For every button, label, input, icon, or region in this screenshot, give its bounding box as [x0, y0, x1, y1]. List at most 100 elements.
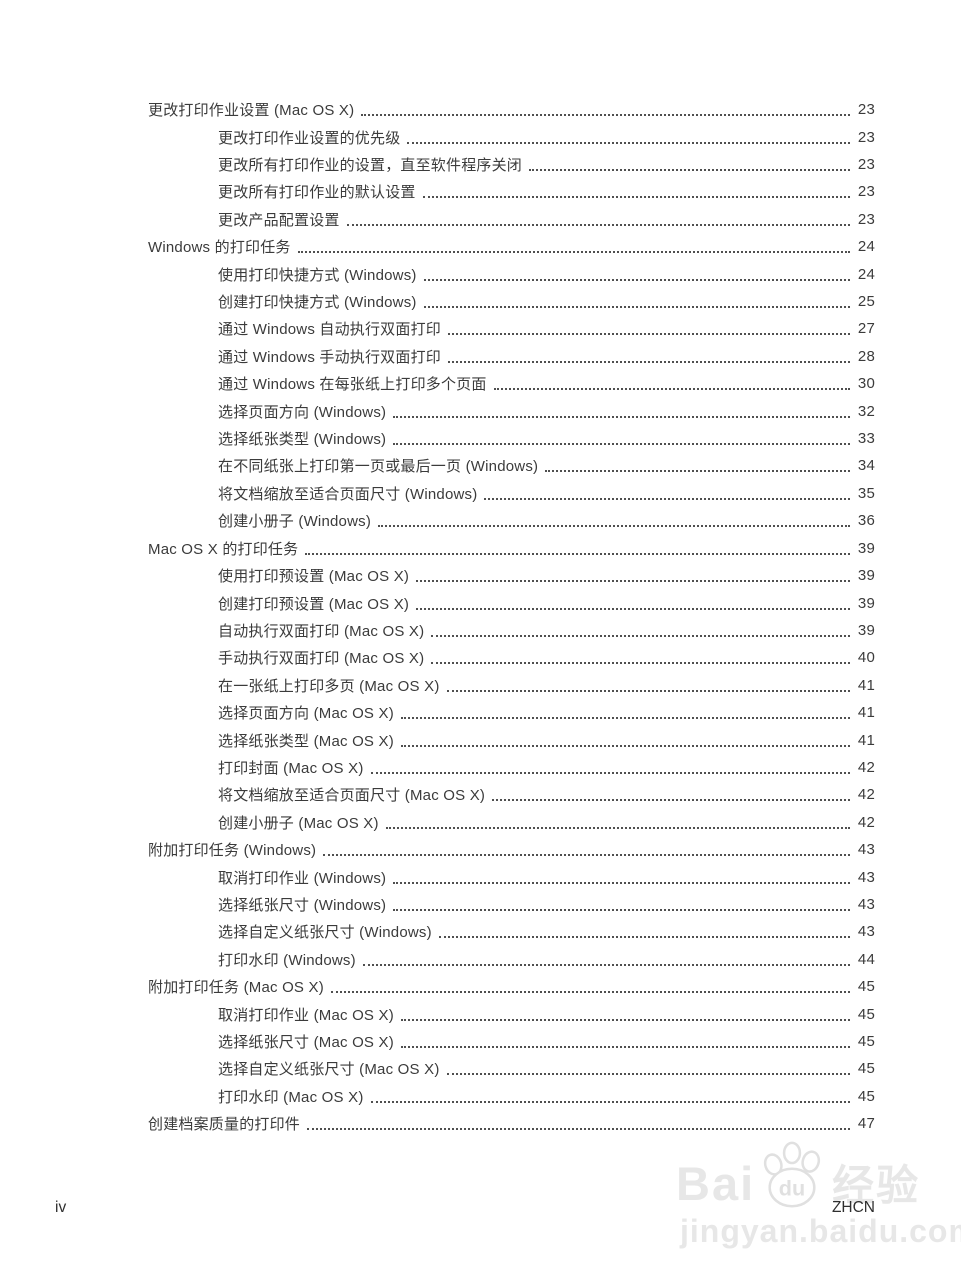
toc-leader-dots	[393, 432, 850, 446]
toc-leader-dots	[323, 843, 850, 857]
toc-leader-dots	[446, 1062, 850, 1076]
toc-entry: 在不同纸张上打印第一页或最后一页 (Windows) 34	[148, 452, 875, 479]
toc-leader-dots	[423, 268, 850, 281]
paw-icon: du	[764, 1141, 821, 1208]
toc-leader-dots	[362, 953, 850, 966]
toc-entry-page: 32	[857, 402, 875, 420]
toc-entry-page: 45	[857, 1087, 875, 1105]
toc-entry: 创建打印预设置 (Mac OS X) 39	[148, 589, 875, 616]
toc-leader-dots	[400, 1008, 850, 1021]
toc-leader-dots	[307, 1117, 850, 1131]
toc-entry-page: 23	[857, 101, 875, 119]
toc-entry: 选择页面方向 (Mac OS X) 41	[148, 699, 875, 726]
toc-entry-title: 附加打印任务 (Windows)	[148, 842, 317, 860]
toc-entry-title: 将文档缩放至适合页面尺寸 (Mac OS X)	[218, 787, 486, 805]
toc-leader-dots	[431, 624, 850, 637]
toc-entry-page: 45	[857, 1033, 875, 1051]
toc-leader-dots	[370, 1090, 850, 1103]
toc-entry-title: 使用打印预设置 (Mac OS X)	[218, 568, 410, 586]
toc-entry-page: 47	[857, 1115, 875, 1133]
toc-entry-title: 创建打印快捷方式 (Windows)	[218, 294, 417, 312]
toc-entry: 手动执行双面打印 (Mac OS X) 40	[148, 644, 875, 671]
toc-entry: 将文档缩放至适合页面尺寸 (Mac OS X) 42	[148, 781, 875, 808]
toc-entry: 取消打印作业 (Mac OS X) 45	[148, 1000, 875, 1027]
toc-entry-title: 打印水印 (Mac OS X)	[218, 1088, 364, 1106]
toc-leader-dots	[393, 898, 850, 911]
toc-entry: 打印水印 (Windows) 44	[148, 946, 875, 973]
toc-entry-page: 24	[857, 265, 875, 283]
toc-entry-page: 45	[857, 978, 875, 996]
toc-entry: 将文档缩放至适合页面尺寸 (Windows) 35	[148, 480, 875, 507]
toc-entry-title: 通过 Windows 自动执行双面打印	[218, 321, 441, 339]
toc-entry-title: 通过 Windows 手动执行双面打印	[218, 348, 441, 366]
toc-entry-page: 41	[857, 731, 875, 749]
toc-entry: 更改所有打印作业的默认设置 23	[148, 178, 875, 205]
toc-entry-title: Windows 的打印任务	[148, 239, 291, 257]
toc-entry-page: 33	[857, 430, 875, 448]
toc-entry-title: 创建打印预设置 (Mac OS X)	[218, 595, 410, 613]
toc-entry-page: 27	[857, 320, 875, 338]
toc-entry: 创建打印快捷方式 (Windows) 25	[148, 288, 875, 315]
toc-entry: 选择自定义纸张尺寸 (Windows) 43	[148, 918, 875, 945]
table-of-contents: 更改打印作业设置 (Mac OS X) 23 更改打印作业设置的优先级 23 更…	[148, 96, 875, 1137]
toc-entry-title: 更改所有打印作业的设置，直至软件程序关闭	[218, 157, 523, 175]
toc-entry-page: 40	[857, 649, 875, 667]
toc-leader-dots	[529, 158, 850, 172]
watermark-du-text: du	[779, 1175, 805, 1200]
toc-entry: 自动执行双面打印 (Mac OS X) 39	[148, 617, 875, 644]
watermark-logo: Bai du 经验	[676, 1140, 961, 1210]
toc-entry-title: 通过 Windows 在每张纸上打印多个页面	[218, 376, 487, 394]
toc-entry: 更改打印作业设置 (Mac OS X) 23	[148, 96, 875, 123]
toc-entry-page: 23	[857, 210, 875, 228]
toc-entry-title: 创建小册子 (Windows)	[218, 513, 372, 531]
toc-entry-page: 45	[857, 1060, 875, 1078]
toc-entry-title: 手动执行双面打印 (Mac OS X)	[218, 650, 425, 668]
toc-leader-dots	[492, 788, 850, 802]
toc-entry-page: 39	[857, 567, 875, 585]
toc-entry-title: 更改产品配置设置	[218, 211, 340, 229]
watermark-brand-text: Bai	[676, 1157, 756, 1210]
toc-entry-page: 44	[857, 950, 875, 968]
toc-entry-title: 选择纸张类型 (Windows)	[218, 431, 387, 449]
toc-entry: 选择自定义纸张尺寸 (Mac OS X) 45	[148, 1055, 875, 1082]
toc-entry-page: 42	[857, 786, 875, 804]
toc-leader-dots	[330, 980, 850, 994]
toc-entry-page: 23	[857, 156, 875, 174]
toc-entry-page: 34	[857, 457, 875, 475]
toc-leader-dots	[400, 734, 850, 747]
toc-entry-page: 36	[857, 512, 875, 530]
toc-leader-dots	[361, 103, 850, 117]
toc-entry: 取消打印作业 (Windows) 43	[148, 863, 875, 890]
toc-entry-page: 41	[857, 704, 875, 722]
toc-entry: 打印封面 (Mac OS X) 42	[148, 754, 875, 781]
toc-entry: 创建小册子 (Mac OS X) 42	[148, 809, 875, 836]
toc-entry-page: 43	[857, 868, 875, 886]
toc-leader-dots	[484, 487, 850, 500]
toc-entry: 使用打印快捷方式 (Windows) 24	[148, 260, 875, 287]
toc-entry-page: 39	[857, 594, 875, 612]
toc-entry-page: 23	[857, 128, 875, 146]
toc-entry-page: 24	[857, 238, 875, 256]
toc-entry-page: 42	[857, 758, 875, 776]
toc-entry: 创建档案质量的打印件 47	[148, 1110, 875, 1137]
toc-leader-dots	[446, 679, 850, 692]
toc-entry-title: 选择纸张尺寸 (Windows)	[218, 896, 387, 914]
toc-entry-title: 选择纸张类型 (Mac OS X)	[218, 732, 394, 750]
toc-entry-page: 45	[857, 1005, 875, 1023]
toc-entry-page: 42	[857, 813, 875, 831]
toc-leader-dots	[422, 185, 850, 199]
toc-entry-page: 35	[857, 484, 875, 502]
toc-entry: 选择纸张尺寸 (Windows) 43	[148, 891, 875, 918]
toc-entry-title: 在不同纸张上打印第一页或最后一页 (Windows)	[218, 458, 539, 476]
toc-entry-page: 43	[857, 895, 875, 913]
toc-entry: 使用打印预设置 (Mac OS X) 39	[148, 562, 875, 589]
toc-leader-dots	[385, 816, 850, 829]
toc-entry-title: 选择页面方向 (Mac OS X)	[218, 705, 394, 723]
toc-entry: 选择纸张尺寸 (Mac OS X) 45	[148, 1028, 875, 1055]
toc-leader-dots	[545, 459, 850, 473]
toc-leader-dots	[431, 651, 850, 665]
toc-entry-title: 附加打印任务 (Mac OS X)	[148, 979, 324, 997]
toc-entry: 更改产品配置设置 23	[148, 206, 875, 233]
toc-entry-title: 取消打印作业 (Windows)	[218, 869, 387, 887]
toc-entry: 创建小册子 (Windows) 36	[148, 507, 875, 534]
